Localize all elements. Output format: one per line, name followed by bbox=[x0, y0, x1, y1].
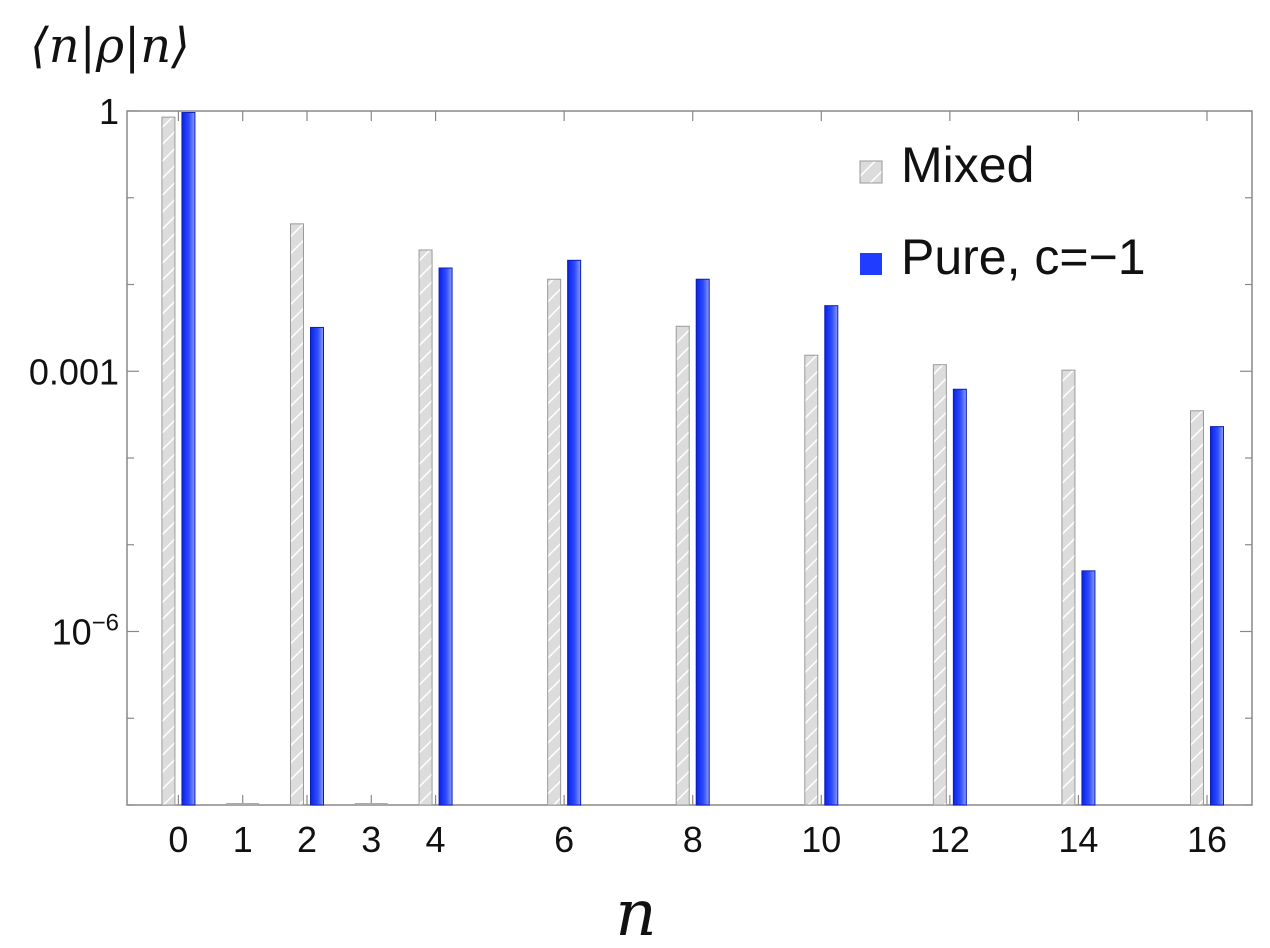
bar-pure bbox=[181, 112, 196, 806]
legend-label-mixed: Mixed bbox=[901, 137, 1034, 193]
bar-pure bbox=[695, 278, 710, 806]
bar-pure bbox=[1210, 426, 1224, 806]
bar-mixed bbox=[161, 116, 176, 806]
bar-mixed bbox=[804, 354, 819, 806]
x-tick-label: 0 bbox=[168, 819, 188, 860]
bar-pure bbox=[567, 259, 582, 806]
y-tick-label: 10−6 bbox=[52, 610, 119, 653]
x-tick-label: 2 bbox=[297, 819, 317, 860]
x-tick-label: 12 bbox=[930, 819, 970, 860]
bar-mixed bbox=[675, 325, 690, 806]
x-tick-label: 3 bbox=[361, 819, 381, 860]
x-tick-label: 6 bbox=[554, 819, 574, 860]
x-tick-label: 1 bbox=[233, 819, 253, 860]
legend-swatch-pure bbox=[860, 253, 882, 275]
bar-pure bbox=[952, 388, 967, 806]
bar-mixed bbox=[932, 364, 947, 806]
x-tick-label: 4 bbox=[426, 819, 446, 860]
x-tick-label: 14 bbox=[1058, 819, 1098, 860]
bar-mixed bbox=[1190, 410, 1204, 806]
legend: Mixed Pure, c=−1 bbox=[859, 137, 1146, 285]
x-axis-label: n bbox=[615, 877, 656, 948]
bar-pure bbox=[824, 305, 839, 806]
x-tick-label: 8 bbox=[683, 819, 703, 860]
bar-mixed bbox=[1061, 369, 1076, 806]
bar-pure bbox=[1081, 570, 1096, 806]
bar-mixed bbox=[418, 249, 433, 806]
bar-pure bbox=[438, 267, 453, 806]
bar-mixed bbox=[547, 278, 562, 806]
bar-mixed bbox=[290, 223, 304, 806]
y-axis-label: ⟨n|ρ|n⟩ bbox=[30, 18, 190, 74]
y-tick-label: 0.001 bbox=[29, 351, 119, 392]
x-tick-label: 16 bbox=[1187, 819, 1227, 860]
bars bbox=[161, 112, 1224, 806]
legend-label-pure: Pure, c=−1 bbox=[901, 229, 1146, 285]
x-tick-label: 10 bbox=[801, 819, 841, 860]
bar-pure bbox=[310, 326, 324, 806]
y-tick-label: 1 bbox=[99, 91, 119, 132]
legend-swatch-mixed bbox=[859, 160, 883, 184]
